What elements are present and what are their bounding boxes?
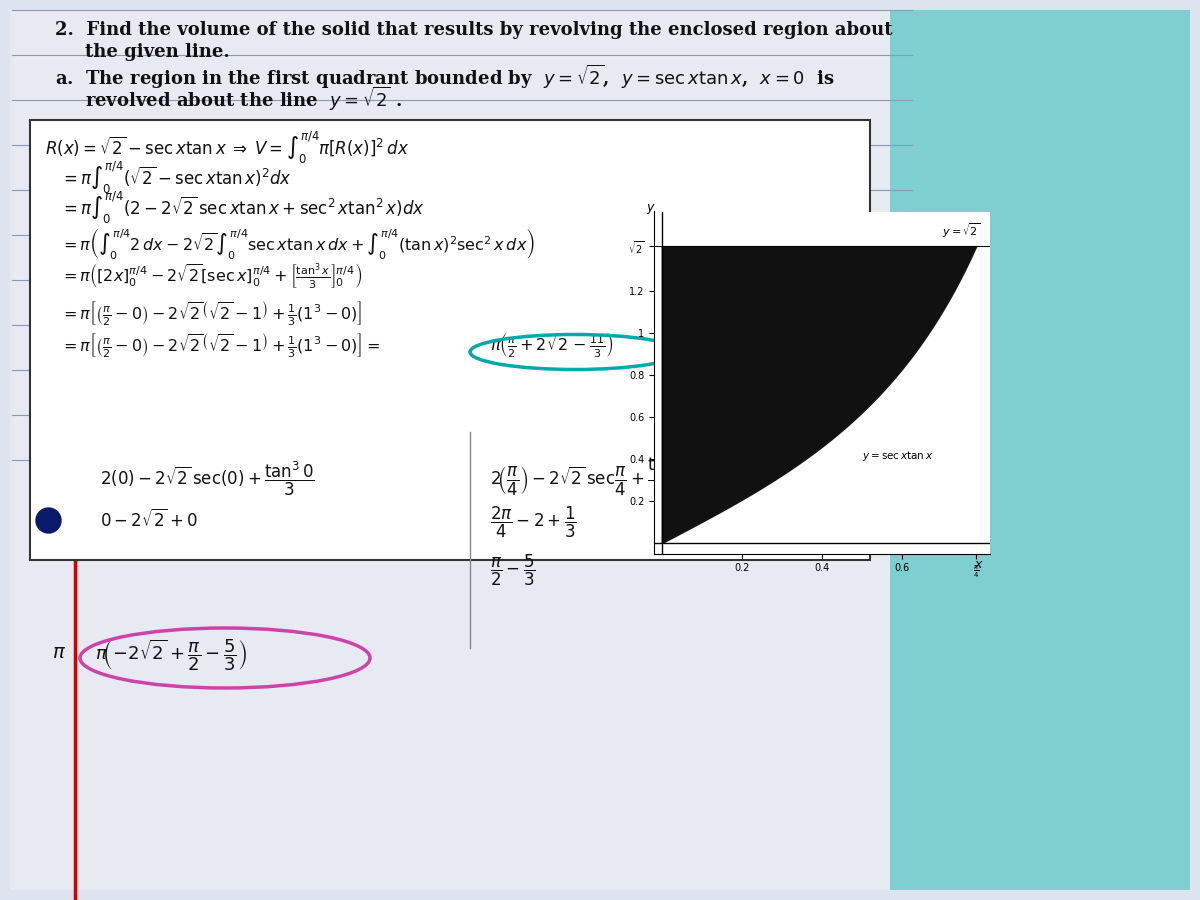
Text: $y$: $y$ <box>646 202 656 217</box>
Text: $= \pi \int_0^{\pi/4} \left(\sqrt{2} - \sec x \tan x\right)^2 dx$: $= \pi \int_0^{\pi/4} \left(\sqrt{2} - \… <box>60 160 292 196</box>
Text: $0 - 2\sqrt{2} + 0$: $0 - 2\sqrt{2} + 0$ <box>100 508 198 531</box>
Text: $\dfrac{\pi}{2} - \dfrac{5}{3}$: $\dfrac{\pi}{2} - \dfrac{5}{3}$ <box>490 553 535 588</box>
Text: $y = \sqrt{2}$: $y = \sqrt{2}$ <box>942 221 980 239</box>
Text: $= \pi \left(\int_0^{\pi/4} 2\, dx - 2\sqrt{2}\int_0^{\pi/4} \sec x \tan x\, dx : $= \pi \left(\int_0^{\pi/4} 2\, dx - 2\s… <box>60 226 535 261</box>
Text: $= \pi \left(\left[2x\right]_0^{\pi/4} - 2\sqrt{2}\left[\sec x\right]_0^{\pi/4} : $= \pi \left(\left[2x\right]_0^{\pi/4} -… <box>60 262 362 291</box>
FancyBboxPatch shape <box>30 120 870 560</box>
Text: the given line.: the given line. <box>85 43 229 61</box>
Text: $2\!\left(\dfrac{\pi}{4}\right) - 2\sqrt{2}\,\sec\!\dfrac{\pi}{4} + \dfrac{\tan^: $2\!\left(\dfrac{\pi}{4}\right) - 2\sqrt… <box>490 453 697 498</box>
Text: $\pi\left(\frac{\pi}{2} + 2\sqrt{2} - \frac{11}{3}\right)$: $\pi\left(\frac{\pi}{2} + 2\sqrt{2} - \f… <box>490 331 613 361</box>
Text: $y = \sec x \tan x$: $y = \sec x \tan x$ <box>862 449 934 464</box>
Text: $\dfrac{2\pi}{4} - 2 + \dfrac{1}{3}$: $\dfrac{2\pi}{4} - 2 + \dfrac{1}{3}$ <box>490 505 577 540</box>
Text: $R(x) = \sqrt{2} - \sec x \tan x \;\Rightarrow\; V = \int_0^{\pi/4} \pi[R(x)]^2\: $R(x) = \sqrt{2} - \sec x \tan x \;\Righ… <box>46 130 409 166</box>
Text: revolved about the line  $y = \sqrt{2}$ .: revolved about the line $y = \sqrt{2}$ . <box>85 85 402 113</box>
FancyBboxPatch shape <box>890 10 1190 890</box>
Text: 2.  Find the volume of the solid that results by revolving the enclosed region a: 2. Find the volume of the solid that res… <box>55 21 893 39</box>
Text: $= \pi \int_0^{\pi/4} \left(2 - 2\sqrt{2}\, \sec x \tan x + \sec^2 x \tan^2 x\ri: $= \pi \int_0^{\pi/4} \left(2 - 2\sqrt{2… <box>60 190 425 226</box>
Text: $x$: $x$ <box>974 558 984 572</box>
Text: $= \pi\left[\left(\frac{\pi}{2} - 0\right) - 2\sqrt{2}\left(\sqrt{2} - 1\right) : $= \pi\left[\left(\frac{\pi}{2} - 0\righ… <box>60 332 380 361</box>
Text: a.  The region in the first quadrant bounded by  $y = \sqrt{2}$,  $y = \sec x \t: a. The region in the first quadrant boun… <box>55 63 835 91</box>
FancyBboxPatch shape <box>10 10 890 890</box>
Text: $= \pi\left[\left(\frac{\pi}{2} - 0\right) - 2\sqrt{2}\left(\sqrt{2} - 1\right) : $= \pi\left[\left(\frac{\pi}{2} - 0\righ… <box>60 300 362 328</box>
Text: $2(0) - 2\sqrt{2}\,\sec(0) + \dfrac{\tan^3 0}{3}$: $2(0) - 2\sqrt{2}\,\sec(0) + \dfrac{\tan… <box>100 459 314 498</box>
Text: $\pi\!\left(-2\sqrt{2} + \dfrac{\pi}{2} - \dfrac{5}{3}\right)$: $\pi\!\left(-2\sqrt{2} + \dfrac{\pi}{2} … <box>95 637 247 673</box>
Text: $\pi$: $\pi$ <box>52 644 66 662</box>
